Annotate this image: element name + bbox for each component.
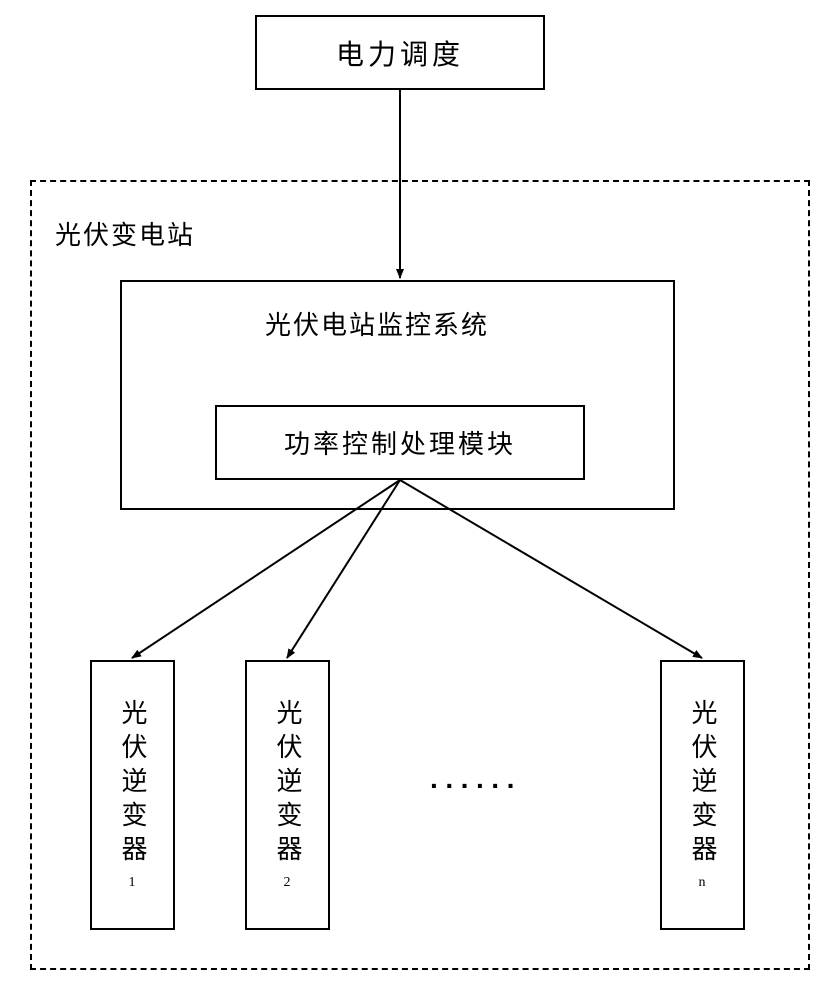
substation-label: 光伏变电站 xyxy=(55,215,195,252)
power-dispatch-label: 电力调度 xyxy=(336,33,464,73)
power-module-box: 功率控制处理模块 xyxy=(215,405,585,480)
inverter-2-label: 光伏逆变器2 xyxy=(269,699,306,891)
power-module-label: 功率控制处理模块 xyxy=(284,424,516,461)
ellipsis: ······ xyxy=(430,770,522,802)
power-dispatch-box: 电力调度 xyxy=(255,15,545,90)
inverter-n-label: 光伏逆变器n xyxy=(684,699,721,891)
inverter-1-box: 光伏逆变器1 xyxy=(90,660,175,930)
inverter-1-label: 光伏逆变器1 xyxy=(114,699,151,891)
monitor-system-label: 光伏电站监控系统 xyxy=(265,305,489,342)
inverter-n-box: 光伏逆变器n xyxy=(660,660,745,930)
inverter-2-box: 光伏逆变器2 xyxy=(245,660,330,930)
